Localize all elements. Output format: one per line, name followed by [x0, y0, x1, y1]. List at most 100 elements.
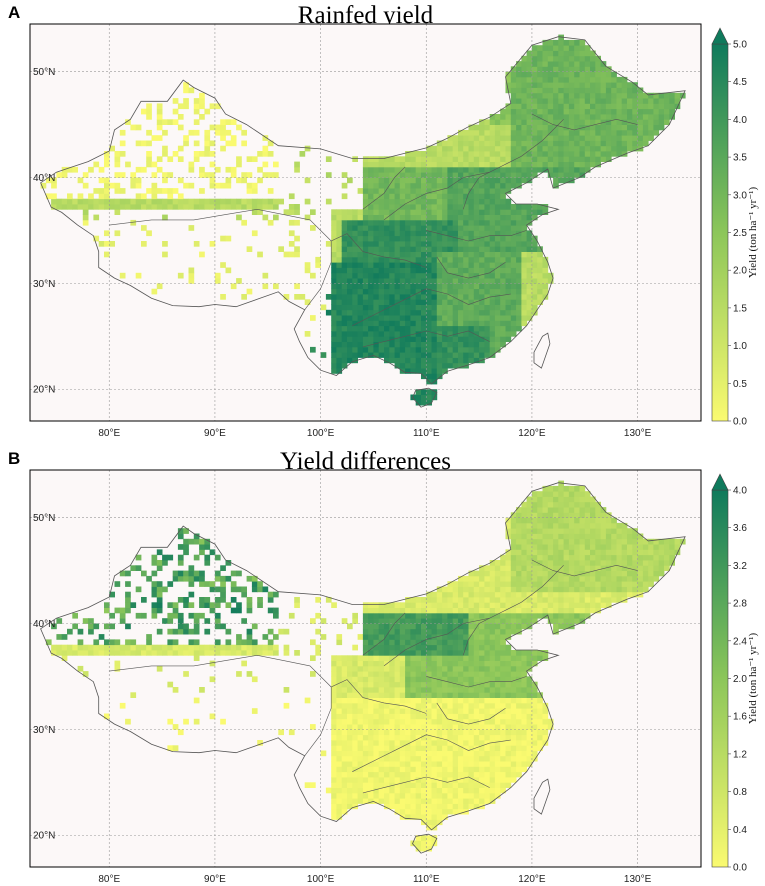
yield-cell [363, 639, 369, 645]
yield-cell [495, 315, 501, 321]
yield-cell [167, 618, 173, 624]
yield-cell [204, 172, 210, 178]
yield-cell [458, 761, 464, 767]
yield-cell [469, 766, 475, 772]
yield-cell [368, 751, 374, 757]
yield-cell [373, 624, 379, 630]
yield-cell [379, 167, 385, 173]
yield-cell [611, 141, 617, 147]
yield-cell [342, 215, 348, 221]
yield-cell [189, 650, 195, 656]
yield-cell [347, 252, 353, 258]
yield-cell [384, 225, 390, 231]
yield-cell [511, 571, 517, 577]
yield-cell [426, 209, 432, 215]
yield-cell [379, 729, 385, 735]
yield-cell [437, 358, 443, 364]
yield-cell [363, 236, 369, 242]
yield-cell [194, 639, 200, 645]
yield-cell [606, 119, 612, 125]
yield-cell [537, 497, 543, 503]
yield-cell [490, 756, 496, 762]
yield-cell [484, 735, 490, 741]
yield-cell [389, 315, 395, 321]
yield-cell [416, 342, 422, 348]
yield-cell [405, 167, 411, 173]
yield-cell [564, 156, 570, 162]
yield-cell [189, 592, 195, 598]
yield-cell [447, 602, 453, 608]
yield-cell [395, 156, 401, 162]
yield-cell [474, 766, 480, 772]
yield-cell [590, 93, 596, 99]
yield-cell [585, 119, 591, 125]
lat-tick-label: 30°N [33, 279, 55, 290]
yield-cell [384, 666, 390, 672]
yield-cell [469, 576, 475, 582]
yield-cell [537, 51, 543, 57]
yield-cell [426, 257, 432, 263]
yield-cell [516, 72, 522, 78]
yield-cell [336, 692, 342, 698]
yield-cell [442, 262, 448, 268]
yield-cell [120, 273, 126, 279]
yield-cell [331, 315, 337, 321]
yield-cell [336, 336, 342, 342]
yield-cell [352, 156, 358, 162]
yield-cell [516, 523, 522, 529]
yield-cell [447, 708, 453, 714]
yield-cell [506, 671, 512, 677]
yield-cell [453, 645, 459, 651]
yield-cell [553, 491, 559, 497]
yield-cell [601, 135, 607, 141]
yield-cell [442, 772, 448, 778]
yield-cell [442, 178, 448, 184]
yield-cell [511, 761, 517, 767]
yield-cell [463, 225, 469, 231]
yield-cell [516, 262, 522, 268]
yield-cell [437, 719, 443, 725]
yield-cell [331, 230, 337, 236]
yield-cell [358, 320, 364, 326]
yield-cell [120, 199, 126, 205]
yield-cell [463, 624, 469, 630]
yield-cell [389, 608, 395, 614]
yield-cell [352, 230, 358, 236]
colorbar-tick-label: 0.0 [733, 417, 747, 428]
yield-cell [495, 273, 501, 279]
yield-cell [479, 729, 485, 735]
yield-cell [590, 114, 596, 120]
yield-cell [458, 342, 464, 348]
yield-cell [490, 162, 496, 168]
yield-cell [506, 114, 512, 120]
yield-cell [173, 687, 179, 693]
yield-cell [336, 326, 342, 332]
yield-cell [88, 193, 94, 199]
yield-cell [537, 167, 543, 173]
yield-cell [99, 204, 105, 210]
yield-cell [231, 135, 237, 141]
yield-cell [564, 146, 570, 152]
yield-cell [220, 199, 226, 205]
yield-cell [500, 666, 506, 672]
yield-cell [537, 534, 543, 540]
yield-cell [347, 772, 353, 778]
yield-cell [574, 560, 580, 566]
yield-cell [447, 172, 453, 178]
yield-cell [474, 724, 480, 730]
yield-cell [363, 729, 369, 735]
yield-cell [373, 714, 379, 720]
yield-cell [484, 698, 490, 704]
yield-cell [437, 199, 443, 205]
yield-cell [358, 687, 364, 693]
yield-cell [226, 183, 232, 189]
yield-cell [590, 88, 596, 94]
yield-cell [336, 676, 342, 682]
yield-cell [352, 268, 358, 274]
yield-cell [204, 109, 210, 115]
yield-cell [352, 745, 358, 751]
yield-cell [543, 51, 549, 57]
yield-cell [490, 708, 496, 714]
yield-cell [310, 671, 316, 677]
